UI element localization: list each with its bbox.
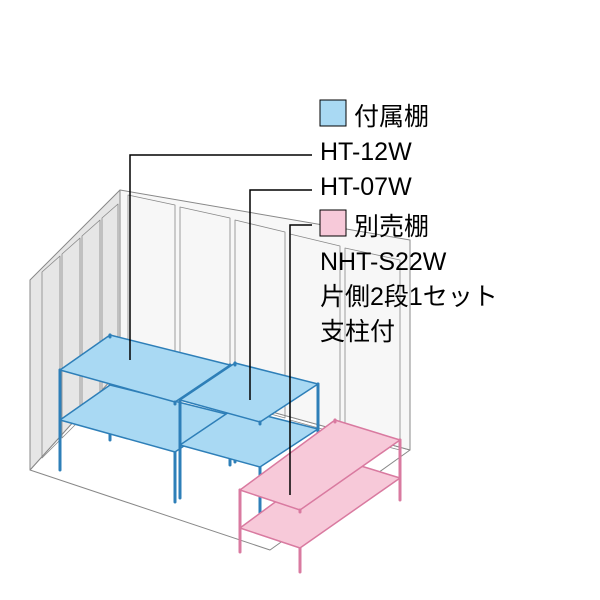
legend-pink-title: 別売棚 xyxy=(354,213,429,241)
legend: 付属棚 HT-12W HT-07W 別売棚 NHT-S22W 片側2段1セット … xyxy=(320,100,498,346)
shelf-diagram: 付属棚 HT-12W HT-07W 別売棚 NHT-S22W 片側2段1セット … xyxy=(0,0,600,600)
legend-pink-line-3: 支柱付 xyxy=(320,318,395,346)
swatch-pink xyxy=(320,210,346,236)
legend-blue-title: 付属棚 xyxy=(354,103,429,131)
swatch-blue xyxy=(320,100,346,126)
legend-blue-line-1: HT-12W xyxy=(320,138,412,166)
legend-pink-line-2: 片側2段1セット xyxy=(320,283,498,311)
legend-pink-line-1: NHT-S22W xyxy=(320,248,447,276)
legend-blue-line-2: HT-07W xyxy=(320,173,412,201)
